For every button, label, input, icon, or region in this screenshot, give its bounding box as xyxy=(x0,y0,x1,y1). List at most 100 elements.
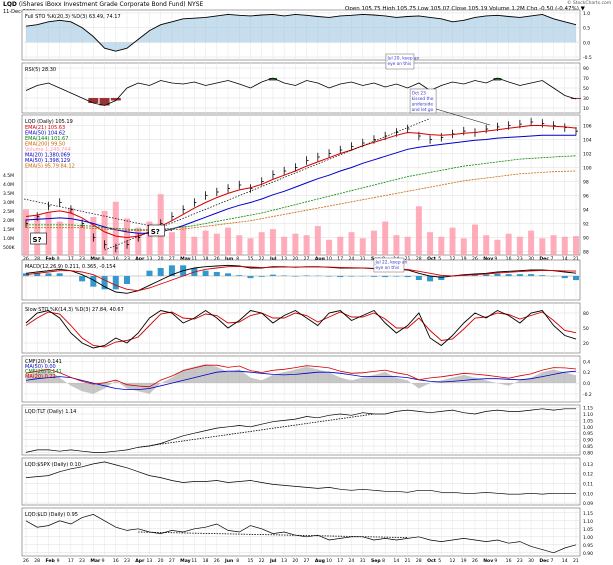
ratio-spx-y-tick: 0.09 xyxy=(583,501,593,507)
volume-axis-tick: 4.0M xyxy=(3,182,14,188)
cmf-y-tick: 0.4 xyxy=(583,359,590,365)
price-y-tick: 102 xyxy=(583,152,592,158)
ratio-spx-line xyxy=(25,461,576,495)
macd-histogram-bar xyxy=(157,268,164,276)
x-axis-tick-bottom: Oct xyxy=(427,558,437,564)
macd-histogram-bar xyxy=(213,272,220,276)
ratio-tlt-line xyxy=(25,408,576,453)
macd-histogram-bar xyxy=(326,276,333,277)
volume-bar xyxy=(561,236,568,255)
volume-bar xyxy=(483,235,490,255)
x-axis-tick: Dec xyxy=(539,256,549,262)
x-axis-tick: Oct xyxy=(427,256,437,262)
macd-histogram-bar xyxy=(393,276,400,277)
ratio-spx-legend: LQD:$SPX (Daily) 0.10 xyxy=(25,462,81,468)
macd-histogram-bar xyxy=(247,276,254,279)
macd-histogram-bar xyxy=(382,276,389,278)
ratio-sld-y-tick: 1.15 xyxy=(583,511,593,517)
x-axis-tick: Jun xyxy=(224,256,233,262)
volume-bar xyxy=(314,226,321,255)
volume-bar xyxy=(494,239,501,255)
ratio-tlt-trendline xyxy=(138,413,375,448)
x-axis-tick: 26 xyxy=(23,256,29,262)
x-axis-tick: 10 xyxy=(326,256,332,262)
volume-axis-tick: 3.5M xyxy=(3,191,14,197)
cmf-legend-item: MA(20) 0.22 xyxy=(25,374,56,380)
trendline-down xyxy=(23,198,172,231)
x-axis-tick-bottom: Jul xyxy=(269,558,277,564)
x-axis-tick: 21 xyxy=(405,256,411,262)
x-axis-tick-bottom: 7 xyxy=(551,558,554,564)
full-sto-y-tick: 0.0 xyxy=(583,40,590,46)
cmf-y-tick: -0.2 xyxy=(583,392,592,398)
x-axis-tick-bottom: 8 xyxy=(382,558,385,564)
x-axis-tick: Apr xyxy=(135,256,145,262)
rsi-y-tick: 90 xyxy=(583,66,589,72)
x-axis-tick-bottom: 22 xyxy=(259,558,265,564)
price-legend-item: EMA(144) 101.67 xyxy=(25,136,68,142)
price-y-tick: 104 xyxy=(583,138,592,144)
ratio-tlt-y-tick: 1.10 xyxy=(583,412,593,418)
x-axis-tick: 16 xyxy=(113,256,119,262)
cmf-legend-item: CMF(20) 0.141 xyxy=(25,359,62,365)
volume-bar xyxy=(415,206,422,255)
x-axis-tick-bottom: 14 xyxy=(393,558,399,564)
x-axis-tick: 15 xyxy=(247,256,253,262)
ratio-tlt-y-tick: 0.80 xyxy=(583,450,593,456)
macd-histogram-bar xyxy=(404,276,411,278)
macd-histogram-bar xyxy=(483,274,490,276)
x-axis-tick: 28 xyxy=(34,256,40,262)
x-axis-tick: 20 xyxy=(292,256,298,262)
ratio-sld-y-tick: 0.90 xyxy=(583,551,593,557)
price-y-tick: 96 xyxy=(583,194,589,200)
x-axis-tick-bottom: 31 xyxy=(360,558,366,564)
macd-histogram-bar xyxy=(236,275,243,276)
volume-bar xyxy=(303,235,310,255)
cmf-legend-item: MA(50) 0.00 xyxy=(25,364,56,370)
x-axis-tick-bottom: 20 xyxy=(292,558,298,564)
symbol-description: (iShares iBoxx Investment Grade Corporat… xyxy=(18,1,204,8)
volume-bar xyxy=(236,235,243,255)
macd-histogram-bar xyxy=(146,270,153,276)
volume-axis-tick: 500K xyxy=(3,245,16,251)
x-axis-tick: 9 xyxy=(494,256,497,262)
macd-histogram-bar xyxy=(494,273,501,276)
ratio-tlt-y-tick: 0.95 xyxy=(583,431,593,437)
x-axis-tick: 20 xyxy=(158,256,164,262)
pattern-label-shoulder-right-box xyxy=(148,224,165,237)
x-axis-tick-bottom: 30 xyxy=(528,558,534,564)
rsi-overbought-fill xyxy=(493,78,502,81)
price-legend-item: EMA(200) 99.50 xyxy=(25,142,65,148)
x-axis-tick-bottom: Sep xyxy=(371,558,381,564)
x-axis-tick-bottom: 8 xyxy=(236,558,239,564)
volume-axis-tick: 1.5M xyxy=(3,227,14,233)
rsi-y-tick: 30 xyxy=(583,96,589,102)
note-jul22: Jul 22, keep an xyxy=(374,260,407,266)
macd-histogram-bar xyxy=(168,265,175,276)
x-axis-tick-bottom: Nov xyxy=(483,558,493,564)
macd-histogram-bar xyxy=(561,276,568,279)
x-axis-tick-bottom: Jun xyxy=(224,558,233,564)
macd-histogram-bar xyxy=(101,276,108,290)
price-y-tick: 98 xyxy=(583,180,589,186)
x-axis-tick-bottom: 27 xyxy=(169,558,175,564)
note-oct23: Oct 23 xyxy=(412,91,427,97)
volume-bar xyxy=(281,236,288,255)
full-sto-y-tick: 1.0 xyxy=(583,11,590,17)
macd-histogram-bar xyxy=(528,274,535,276)
note-jul22-box xyxy=(373,257,405,273)
symbol-label: LQD xyxy=(3,1,17,8)
x-axis-tick-bottom: 28 xyxy=(34,558,40,564)
macd-histogram-bar xyxy=(56,273,63,276)
price-y-tick: 94 xyxy=(583,208,589,214)
x-axis-tick-bottom: 23 xyxy=(79,558,85,564)
x-axis-tick-bottom: 13 xyxy=(146,558,152,564)
full-sto-area xyxy=(26,14,576,52)
volume-axis-tick: 1.0M xyxy=(3,236,14,242)
price-y-tick: 92 xyxy=(583,222,589,228)
x-axis-tick: 24 xyxy=(349,256,355,262)
chart-date: 11-Dec-2009 xyxy=(3,9,36,15)
x-axis-tick-bottom: 12 xyxy=(450,558,456,564)
